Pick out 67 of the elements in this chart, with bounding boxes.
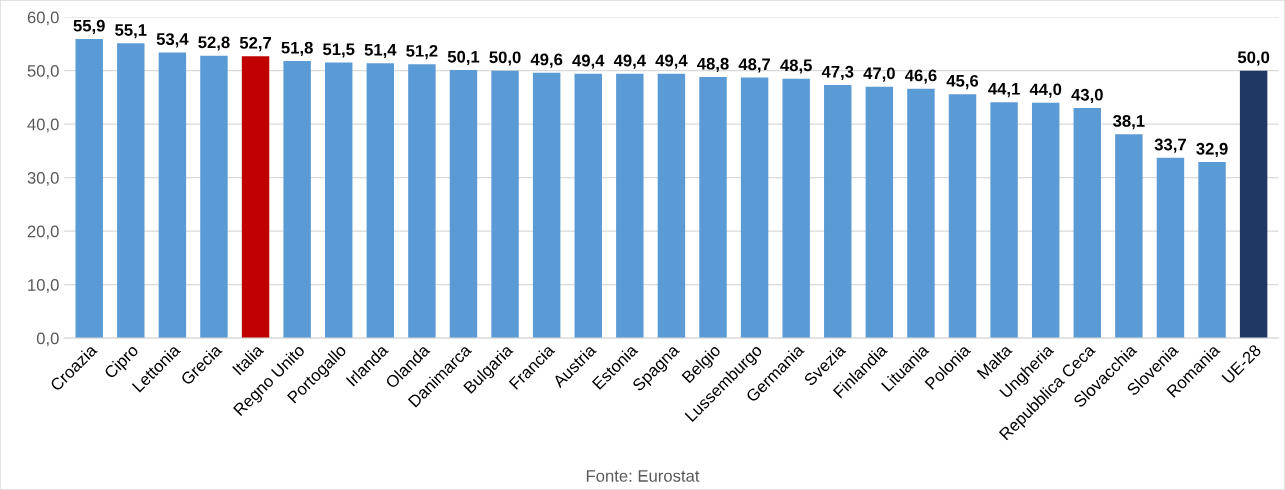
bar <box>283 61 311 339</box>
x-tick-label: Italia <box>231 342 265 376</box>
y-tick-label: 60,0 <box>27 11 59 26</box>
data-label: 44,1 <box>988 83 1020 98</box>
bar <box>532 72 561 339</box>
data-label: 38,1 <box>1113 115 1145 130</box>
data-label: 45,6 <box>946 74 979 90</box>
bar <box>1073 108 1101 339</box>
bar <box>657 73 686 339</box>
data-label: 55,1 <box>115 24 147 39</box>
bar <box>117 43 145 339</box>
data-label: 49,4 <box>655 54 688 69</box>
bar <box>616 73 644 339</box>
data-label: 50,0 <box>1237 51 1270 66</box>
data-label: 48,8 <box>697 57 729 73</box>
bar <box>574 73 602 339</box>
data-label: 50,1 <box>447 50 480 66</box>
data-label: 52,7 <box>239 36 272 52</box>
bar <box>740 77 769 339</box>
data-label: 43,0 <box>1071 88 1103 104</box>
y-tick-label: 10,0 <box>28 279 59 293</box>
data-label: 32,9 <box>1196 142 1228 158</box>
bar <box>824 85 852 339</box>
source-note: Fonte: Eurostat <box>586 470 700 482</box>
bar <box>366 63 395 339</box>
bar <box>948 94 977 339</box>
y-tick-label: 0,0 <box>36 332 59 347</box>
bar <box>907 88 935 339</box>
data-label: 52,8 <box>198 36 230 51</box>
data-label: 48,5 <box>780 59 812 74</box>
bar <box>491 70 519 339</box>
data-label: 53,4 <box>156 33 189 48</box>
bar <box>1239 70 1268 339</box>
data-label: 49,4 <box>613 54 646 69</box>
y-tick-label: 50,0 <box>27 65 59 79</box>
bar <box>865 86 894 339</box>
data-label: 55,9 <box>73 19 105 35</box>
bar <box>782 78 810 339</box>
data-label: 44,0 <box>1029 83 1062 98</box>
bar <box>699 77 727 339</box>
y-tick-label: 20,0 <box>27 225 59 240</box>
data-label: 49,6 <box>530 53 563 68</box>
data-label: 47,0 <box>863 67 895 82</box>
y-tick-label: 40,0 <box>27 118 59 133</box>
data-label: 51,2 <box>406 44 438 60</box>
bar <box>241 56 270 339</box>
bar <box>200 55 228 339</box>
bar <box>1198 162 1226 339</box>
data-label: 51,5 <box>323 43 355 58</box>
bar <box>449 70 478 339</box>
bar <box>1031 102 1060 339</box>
bar <box>408 64 436 339</box>
data-label: 48,7 <box>738 58 771 73</box>
bar <box>1115 134 1143 339</box>
data-label: 51,8 <box>281 41 313 56</box>
data-label: 50,0 <box>489 51 521 66</box>
bar <box>1156 157 1185 339</box>
data-label: 33,7 <box>1154 138 1186 153</box>
data-label: 47,3 <box>821 65 854 81</box>
y-tick-label: 30,0 <box>27 172 59 186</box>
data-label: 46,6 <box>904 69 937 84</box>
bar <box>158 52 187 339</box>
data-label: 51,4 <box>364 44 397 59</box>
bar <box>75 39 103 339</box>
data-label: 49,4 <box>572 54 605 69</box>
bar <box>325 62 353 339</box>
bar <box>990 102 1018 339</box>
